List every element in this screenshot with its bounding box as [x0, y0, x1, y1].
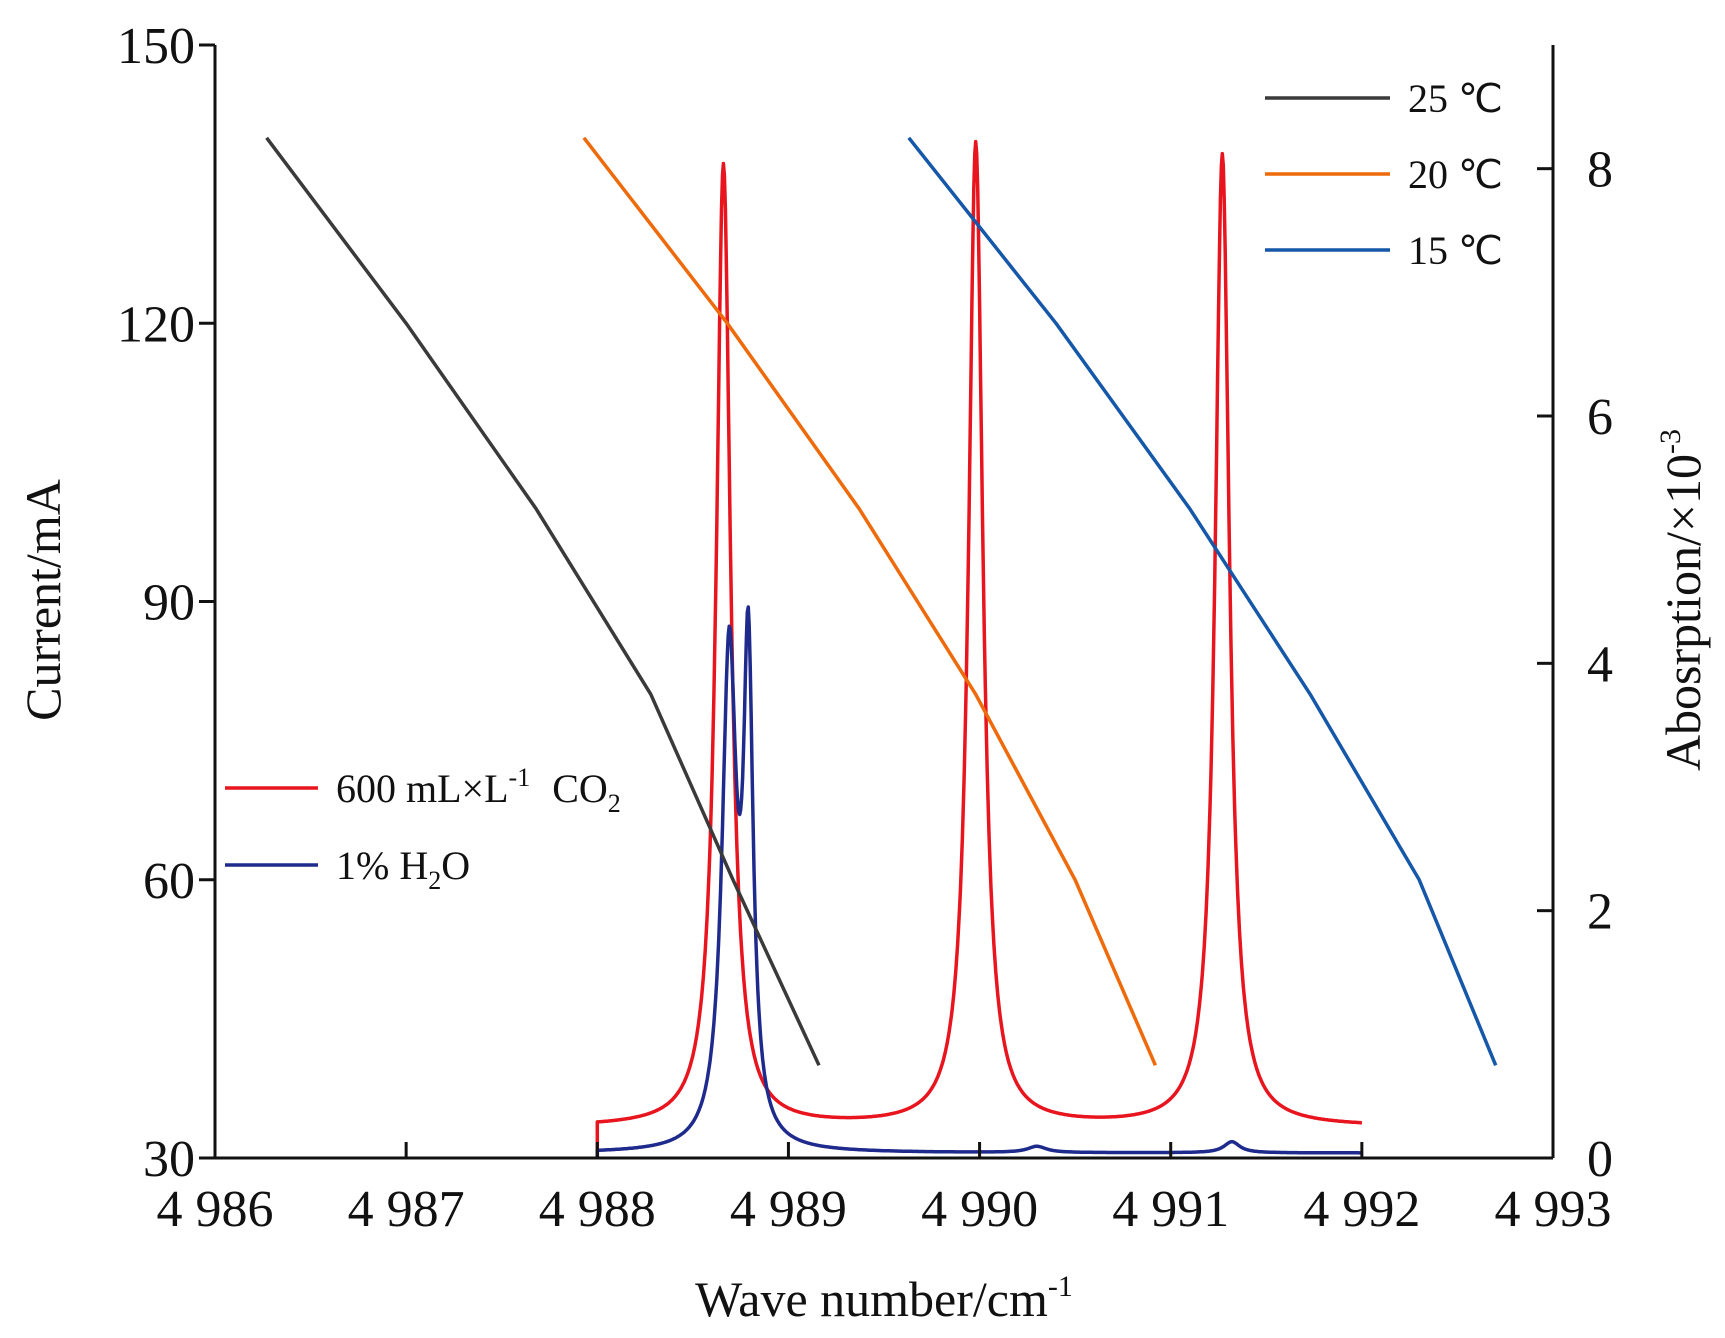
legend-label-25c: 25 ℃ — [1408, 76, 1503, 121]
x-tick-label: 4 993 — [1495, 1181, 1612, 1238]
legend-temperature: 25 ℃ 20 ℃ 15 ℃ — [1265, 76, 1503, 273]
legend-gas: 600 mL×L-1 CO2 1% H2O — [225, 763, 621, 895]
legend-item-20c: 20 ℃ — [1265, 152, 1503, 197]
x-ticks: 4 986 4 987 4 988 4 989 4 990 4 991 4 992 4 993 — [157, 1142, 1612, 1238]
legend-label-co2: 600 mL×L-1 CO2 — [336, 763, 621, 818]
legend-item-25c: 25 ℃ — [1265, 76, 1503, 121]
left-y-axis-title: Current/mA — [15, 479, 71, 721]
x-tick-label: 4 986 — [157, 1181, 274, 1238]
left-y-ticks: 30 60 90 120 150 — [117, 18, 215, 1188]
x-tick-label: 4 987 — [348, 1181, 465, 1238]
legend-label-20c: 20 ℃ — [1408, 152, 1503, 197]
series-25c — [265, 136, 821, 1067]
series-15c — [907, 136, 1498, 1066]
x-tick-label: 4 992 — [1303, 1181, 1420, 1238]
x-tick-label: 4 988 — [539, 1181, 656, 1238]
right-y-tick-label: 0 — [1587, 1131, 1613, 1188]
left-y-tick-label: 60 — [143, 853, 195, 910]
x-axis-title: Wave number/cm-1 — [695, 1270, 1073, 1327]
left-y-tick-label: 90 — [143, 575, 195, 632]
right-y-tick-label: 8 — [1587, 142, 1613, 199]
legend-item-h2o: 1% H2O — [225, 843, 470, 895]
right-y-tick-label: 4 — [1587, 636, 1613, 693]
legend-item-15c: 15 ℃ — [1265, 228, 1503, 273]
x-tick-label: 4 991 — [1112, 1181, 1229, 1238]
x-tick-label: 4 990 — [921, 1181, 1038, 1238]
x-tick-label: 4 989 — [730, 1181, 847, 1238]
legend-label-h2o: 1% H2O — [336, 843, 470, 895]
left-y-tick-label: 150 — [117, 18, 195, 75]
right-y-tick-label: 2 — [1587, 884, 1613, 941]
series-co2-absorption — [595, 139, 1363, 1158]
left-y-tick-label: 30 — [143, 1131, 195, 1188]
series-20c — [582, 136, 1158, 1066]
right-y-tick-label: 6 — [1587, 389, 1613, 446]
right-y-ticks: 0 2 4 6 8 — [1537, 142, 1613, 1188]
plot-lines — [265, 136, 1498, 1158]
left-y-tick-label: 120 — [117, 296, 195, 353]
right-y-axis-title: Abosrption/×10-3 — [1654, 429, 1711, 771]
legend-label-15c: 15 ℃ — [1408, 228, 1503, 273]
legend-item-co2: 600 mL×L-1 CO2 — [225, 763, 621, 818]
series-h2o-absorption — [595, 605, 1363, 1158]
